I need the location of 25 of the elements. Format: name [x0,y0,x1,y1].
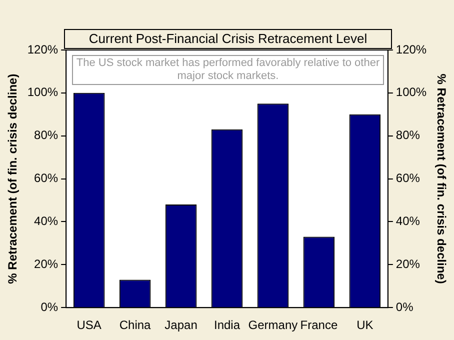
x-tick-label: USA [76,318,102,332]
y-tick-label: 100% [27,85,58,100]
y-tick-label: 60% [34,171,58,186]
y-tick-label: 120% [27,42,58,56]
x-tick-label: India [214,318,240,332]
annotation: The US stock market has performed favorably relative to other major stock markets. [72,55,384,85]
y2-tick-label: 20% [396,256,420,271]
chart-title: Current Post-Financial Crisis Retracement Level [64,29,392,49]
y-tick-label: 80% [34,128,58,142]
y-tick-label: 0% [40,300,58,314]
x-tick-label: France [300,318,338,332]
x-tick-label: Germany [248,318,298,332]
y2-tick-label: 120% [396,42,427,56]
y-axis-title: % Retracement (of fin. crisis decline) [6,74,20,284]
x-tick-label: China [119,318,152,332]
x-tick-label: UK [356,318,374,332]
y2-tick-label: 100% [396,85,427,100]
y2-tick-label: 80% [396,128,420,142]
x-tick-label: Japan [164,318,198,332]
y-tick-label: 40% [34,214,58,228]
y2-tick-label: 40% [396,214,420,228]
y-tick-label: 20% [34,256,58,271]
y2-axis-title: % Retracement (of fin. crisis decline) [434,74,448,284]
y2-tick-label: 60% [396,171,420,186]
y2-tick-label: 0% [396,300,414,314]
